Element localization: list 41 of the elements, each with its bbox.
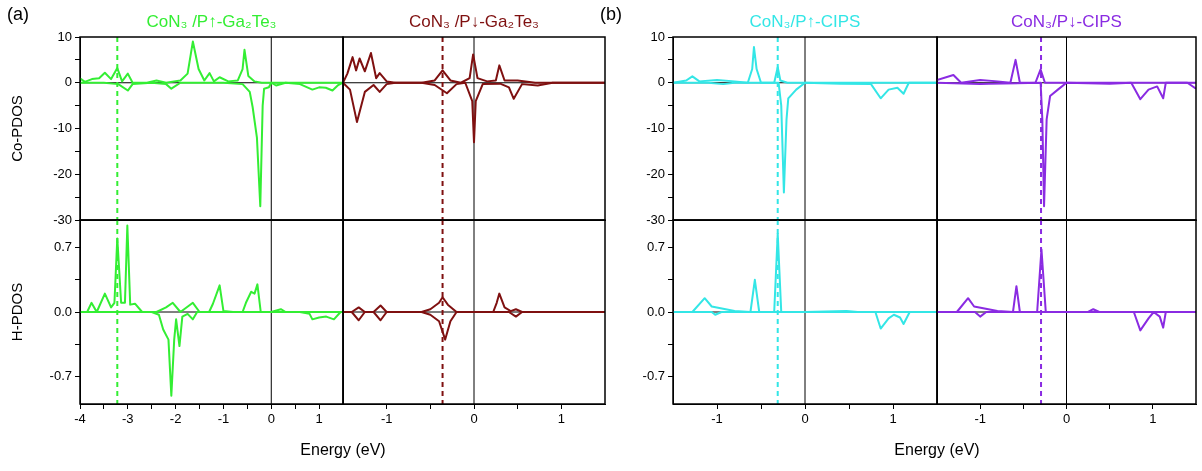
- y-tick-label: 10: [57, 28, 72, 44]
- y-axis-title: H-PDOS: [8, 282, 26, 342]
- chart-title: CoN₃ /P↓-Ga₂Te₃: [408, 12, 540, 32]
- text: (a): [7, 3, 29, 24]
- x-tick-label: -1: [217, 411, 230, 427]
- x-tick-label: 1: [1149, 411, 1157, 427]
- x-tick-label: -1: [711, 411, 723, 427]
- y-tick-label: 10: [650, 28, 665, 44]
- x-tick-label: 0: [267, 411, 275, 427]
- x-tick-label: 0: [1062, 411, 1071, 427]
- y-tick-label: -10: [646, 120, 665, 136]
- x-tick-label: 1: [315, 411, 323, 427]
- y-tick-label: 0: [64, 74, 72, 90]
- x-tick-label: -2: [169, 411, 182, 427]
- y-tick-label: -0.7: [642, 367, 665, 383]
- y-tick-label: 0.7: [646, 239, 665, 255]
- y-axis-title: Co-PDOS: [8, 95, 26, 162]
- y-tick-label: 0.7: [53, 239, 72, 255]
- x-tick-label: -1: [380, 411, 393, 427]
- x-tick-label: 0: [801, 411, 809, 427]
- x-tick-label: 1: [889, 411, 897, 427]
- text: (b): [600, 3, 622, 24]
- x-axis-title: Energy (eV): [299, 441, 387, 459]
- chart-title: CoN₃/P↓-CIPS: [1011, 12, 1122, 32]
- y-tick-label: -30: [53, 211, 72, 227]
- x-tick-label: -4: [74, 411, 86, 427]
- y-tick-label: 0: [657, 74, 665, 90]
- x-axis-title: Energy (eV): [893, 441, 981, 459]
- y-tick-label: -30: [646, 211, 665, 227]
- x-tick-label: -3: [122, 411, 134, 427]
- y-tick-label: -20: [53, 165, 72, 181]
- y-tick-label: -0.7: [49, 367, 72, 383]
- x-tick-label: -1: [974, 411, 986, 427]
- y-tick-label: -10: [53, 120, 72, 136]
- y-tick-label: 0.0: [53, 303, 72, 319]
- x-tick-label: 0: [470, 411, 478, 427]
- y-tick-label: -20: [646, 165, 665, 181]
- y-tick-label: 0.0: [646, 303, 665, 319]
- chart-title: CoN₃ /P↑-Ga₂Te₃: [146, 12, 277, 32]
- chart-title: CoN₃/P↑-CIPS: [749, 12, 861, 32]
- x-tick-label: 1: [557, 411, 565, 427]
